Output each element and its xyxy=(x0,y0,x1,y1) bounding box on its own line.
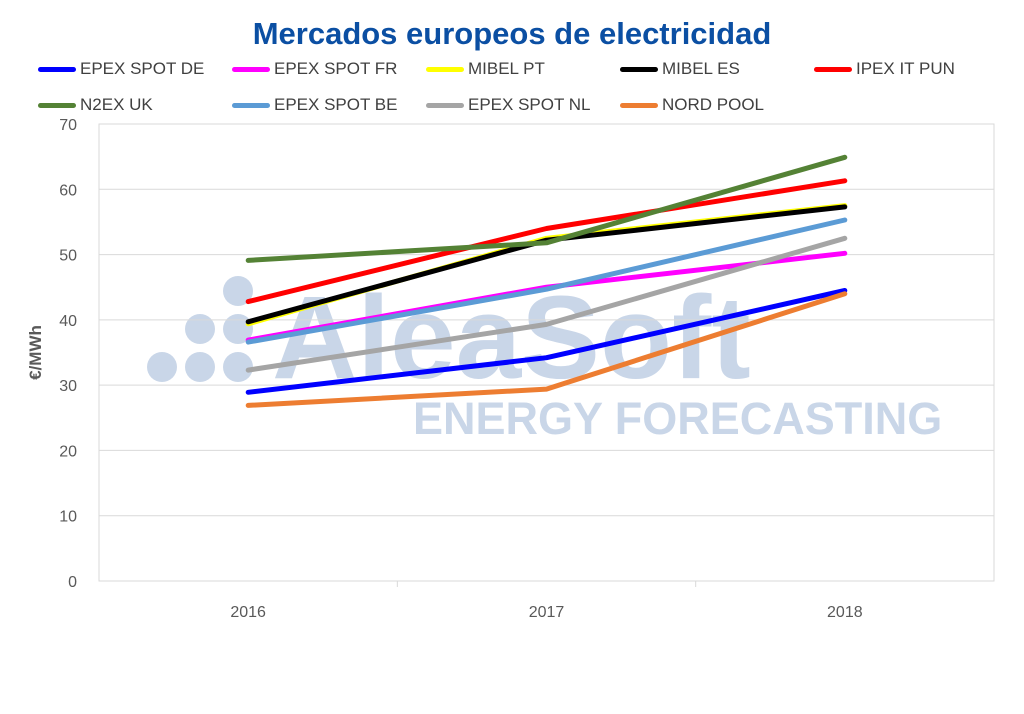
chart-title: Mercados europeos de electricidad xyxy=(252,16,772,51)
y-tick-label: 30 xyxy=(59,378,77,395)
series-line-ipex-it-pun xyxy=(245,178,848,305)
series-line-epex-spot-de xyxy=(245,288,848,395)
legend-label: EPEX SPOT FR xyxy=(274,59,398,78)
series-line-nord-pool xyxy=(245,291,848,408)
x-tick-label: 2016 xyxy=(230,604,266,621)
legend-swatch xyxy=(232,102,270,108)
legend-label: N2EX UK xyxy=(80,95,153,114)
series-line-epex-spot-nl xyxy=(245,235,848,373)
watermark-dot xyxy=(223,314,253,344)
watermark-dot xyxy=(223,352,253,382)
legend-label: EPEX SPOT NL xyxy=(468,95,591,114)
legend-swatch xyxy=(38,66,76,72)
legend-item: IPEX IT PUN xyxy=(814,58,955,80)
legend-item: N2EX UK xyxy=(38,94,153,116)
plot-area-border xyxy=(98,123,995,582)
legend-label: EPEX SPOT BE xyxy=(274,95,398,114)
y-tick-label: 0 xyxy=(68,574,77,591)
y-tick-label: 50 xyxy=(59,248,77,265)
series-line-epex-spot-be xyxy=(245,217,848,345)
legend-swatch xyxy=(426,102,464,108)
legend-item: EPEX SPOT BE xyxy=(232,94,397,116)
legend-label: NORD POOL xyxy=(662,95,765,114)
y-tick-label: 40 xyxy=(59,313,77,330)
legend-swatch xyxy=(620,102,658,108)
y-tick-label: 20 xyxy=(59,443,77,460)
x-tick-label: 2017 xyxy=(529,604,565,621)
legend-swatch xyxy=(620,66,658,72)
x-tick-label: 2018 xyxy=(827,604,863,621)
legend-label: EPEX SPOT DE xyxy=(80,59,205,78)
legend-label: MIBEL ES xyxy=(662,59,740,78)
legend-label: IPEX IT PUN xyxy=(856,59,955,78)
watermark-dot xyxy=(185,352,215,382)
legend-item: NORD POOL xyxy=(620,94,764,116)
legend-swatch xyxy=(814,66,852,72)
legend-label: MIBEL PT xyxy=(468,59,545,78)
legend-item: EPEX SPOT FR xyxy=(232,58,397,80)
y-axis-title: €/MWh xyxy=(26,325,45,380)
watermark-dot xyxy=(223,276,253,306)
legend-swatch xyxy=(426,66,464,72)
legend-item: EPEX SPOT NL xyxy=(426,94,591,116)
y-tick-label: 70 xyxy=(59,117,77,134)
watermark-dot xyxy=(185,314,215,344)
y-tick-label: 10 xyxy=(59,509,77,526)
legend-swatch xyxy=(232,66,270,72)
watermark-tagline: ENERGY FORECASTING xyxy=(413,393,942,444)
legend-item: MIBEL PT xyxy=(426,58,545,80)
y-tick-label: 60 xyxy=(59,182,77,199)
legend-swatch xyxy=(38,102,76,108)
legend-item: MIBEL ES xyxy=(620,58,740,80)
series-line-n2ex-uk xyxy=(245,154,848,263)
watermark-dot xyxy=(147,352,177,382)
legend-item: EPEX SPOT DE xyxy=(38,58,204,80)
